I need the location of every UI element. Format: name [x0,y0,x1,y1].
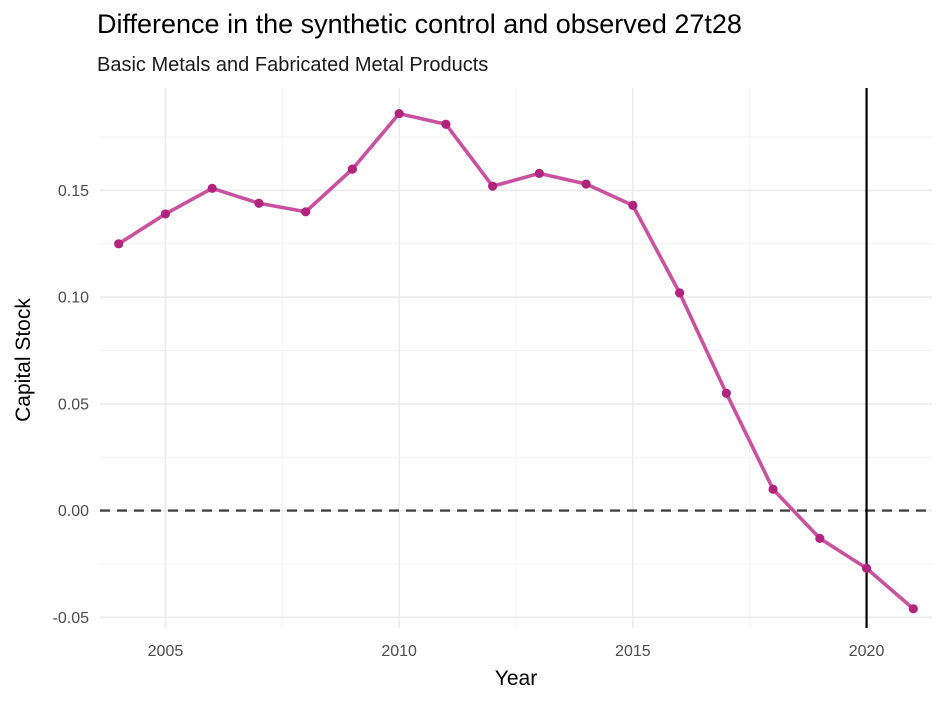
data-point [254,198,264,208]
series [114,109,918,614]
y-tick-label: 0.00 [58,503,89,520]
y-tick-label: 0.10 [58,290,89,307]
chart-subtitle: Basic Metals and Fabricated Metal Produc… [97,54,488,76]
data-point [347,164,358,174]
data-point [581,179,591,189]
data-point [441,119,451,129]
data-point [861,563,872,573]
y-tick-label: 0.15 [58,183,89,200]
data-point [628,200,638,210]
reference-lines [100,88,932,628]
data-point [815,533,825,543]
data-point [721,388,731,398]
y-axis-title: Capital Stock [12,298,35,422]
data-point [768,484,778,494]
x-tick-label: 2020 [849,643,885,660]
grid [100,88,932,628]
data-point [301,207,311,217]
y-tick-label: -0.05 [53,610,90,627]
data-point [488,181,498,191]
data-point [674,288,685,298]
data-point [114,239,124,249]
x-axis-title: Year [495,667,537,690]
data-point [394,109,404,119]
x-tick-label: 2010 [381,643,417,660]
data-point [160,209,171,219]
chart-title: Difference in the synthetic control and … [97,9,742,39]
series-line [116,111,916,611]
data-point [908,604,918,614]
x-tick-label: 2015 [615,643,651,660]
y-tick-label: 0.05 [58,396,89,413]
y-axis-ticks: -0.05 0.00 0.05 0.10 0.15 [53,183,90,627]
data-point [534,168,544,178]
x-axis-ticks: 2005 2010 2015 2020 [148,643,885,660]
data-point [207,183,217,193]
x-tick-label: 2005 [148,643,184,660]
